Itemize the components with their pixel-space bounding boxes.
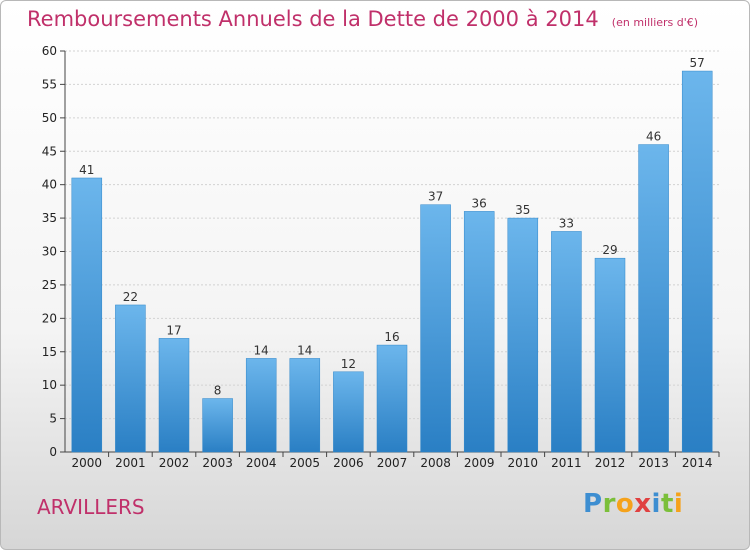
x-tick-label: 2011 bbox=[551, 456, 582, 470]
y-tick-label: 15 bbox=[42, 345, 57, 359]
y-tick-label: 5 bbox=[49, 412, 57, 426]
x-tick-label: 2006 bbox=[333, 456, 364, 470]
x-tick-label: 2010 bbox=[508, 456, 539, 470]
bar-value-label: 46 bbox=[646, 130, 661, 144]
x-tick-label: 2003 bbox=[202, 456, 233, 470]
y-tick-label: 30 bbox=[42, 245, 57, 259]
bar-value-label: 37 bbox=[428, 190, 443, 204]
proxiti-logo: Proxiti bbox=[583, 489, 684, 519]
x-tick-label: 2012 bbox=[595, 456, 626, 470]
x-tick-label: 2014 bbox=[682, 456, 713, 470]
y-tick-label: 25 bbox=[42, 278, 57, 292]
x-tick-label: 2001 bbox=[115, 456, 146, 470]
x-tick-label: 2007 bbox=[377, 456, 408, 470]
bar-value-label: 14 bbox=[254, 343, 269, 357]
y-tick-label: 20 bbox=[42, 311, 57, 325]
y-tick-label: 50 bbox=[42, 111, 57, 125]
x-tick-label: 2013 bbox=[638, 456, 669, 470]
y-tick-labels: 0 5 10 15 20 25 30 35 40 45 50 55 60 bbox=[42, 44, 57, 459]
bar-value-label: 8 bbox=[214, 384, 222, 398]
title-row: Remboursements Annuels de la Dette de 20… bbox=[27, 7, 698, 31]
x-tick-label: 2004 bbox=[246, 456, 277, 470]
x-tick-label: 2008 bbox=[420, 456, 451, 470]
bar-value-label: 12 bbox=[341, 357, 356, 371]
y-tick-label: 40 bbox=[42, 178, 57, 192]
bar bbox=[594, 257, 626, 453]
bar-value-label: 36 bbox=[472, 196, 487, 210]
x-tick-label: 2002 bbox=[159, 456, 190, 470]
y-tick-label: 0 bbox=[49, 445, 57, 459]
bar bbox=[289, 358, 321, 453]
bar-value-label: 16 bbox=[384, 330, 399, 344]
bar-value-label: 41 bbox=[79, 163, 94, 177]
bar-value-label: 57 bbox=[690, 56, 705, 70]
bar-value-label: 29 bbox=[602, 243, 617, 257]
bar bbox=[507, 217, 539, 453]
x-tick-labels: 2000 2001 2002 2003 2004 2005 2006 2007 2008 2009… bbox=[72, 456, 713, 470]
x-tick-label: 2000 bbox=[72, 456, 103, 470]
chart-title: Remboursements Annuels de la Dette de 20… bbox=[27, 7, 599, 31]
bar bbox=[158, 338, 190, 453]
bar bbox=[463, 211, 495, 453]
y-tick-label: 10 bbox=[42, 378, 57, 392]
bar-value-label: 33 bbox=[559, 216, 574, 230]
bar bbox=[551, 231, 582, 453]
bar bbox=[638, 144, 669, 453]
bar bbox=[420, 204, 451, 453]
bar bbox=[71, 177, 103, 453]
y-tick-label: 45 bbox=[42, 144, 57, 158]
bar bbox=[333, 371, 364, 453]
x-tick-label: 2009 bbox=[464, 456, 495, 470]
bar-value-label: 22 bbox=[123, 290, 138, 304]
bar bbox=[115, 304, 146, 453]
y-tick-label: 60 bbox=[42, 44, 57, 58]
bar-value-label: 35 bbox=[515, 203, 530, 217]
y-tick-label: 35 bbox=[42, 211, 57, 225]
bar-value-label: 17 bbox=[166, 323, 181, 337]
bar-value-label: 14 bbox=[297, 343, 312, 357]
bar bbox=[245, 358, 277, 453]
y-tick-label: 55 bbox=[42, 77, 57, 91]
bars bbox=[71, 70, 713, 453]
chart-unit: (en milliers d'€) bbox=[611, 16, 699, 29]
x-tick-label: 2005 bbox=[290, 456, 321, 470]
bar bbox=[202, 398, 233, 453]
bar bbox=[681, 70, 713, 453]
bar bbox=[376, 344, 408, 453]
value-labels: 41 22 17 8 14 14 12 16 37 36 35 33 29 46 57 bbox=[79, 56, 705, 397]
commune-name: ARVILLERS bbox=[37, 495, 145, 519]
